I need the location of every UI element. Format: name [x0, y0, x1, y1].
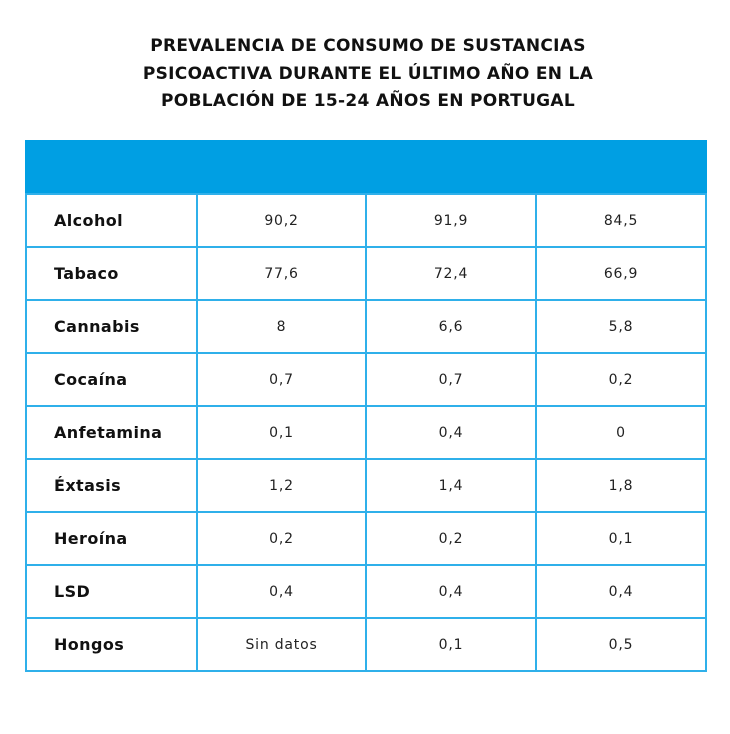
value-cell: 84,5 [535, 193, 707, 248]
row-label: LSD [25, 564, 198, 619]
table-row: Alcohol 90,2 91,9 84,5 [25, 193, 707, 248]
title-line: PREVALENCIA DE CONSUMO DE SUSTANCIAS [150, 36, 586, 56]
row-label: Anfetamina [25, 405, 198, 460]
table-row: Heroína 0,2 0,2 0,1 [25, 511, 707, 566]
value-cell: 1,2 [196, 458, 367, 513]
value-cell: 72,4 [365, 246, 537, 301]
value-cell: 0,5 [535, 617, 707, 672]
header-cell [196, 140, 367, 195]
value-cell: 5,8 [535, 299, 707, 354]
value-cell: 0,7 [365, 352, 537, 407]
row-label: Hongos [25, 617, 198, 672]
value-cell: 0 [535, 405, 707, 460]
value-cell: 0,2 [196, 511, 367, 566]
chart-title: PREVALENCIA DE CONSUMO DE SUSTANCIAS PSI… [0, 33, 730, 116]
table-row: Tabaco 77,6 72,4 66,9 [25, 246, 707, 301]
header-cell [365, 140, 537, 195]
row-label: Cocaína [25, 352, 198, 407]
table-row: Cannabis 8 6,6 5,8 [25, 299, 707, 354]
title-line: PSICOACTIVA DURANTE EL ÚLTIMO AÑO EN LA [142, 63, 594, 84]
value-cell: 0,4 [365, 405, 537, 460]
value-cell: 0,4 [535, 564, 707, 619]
row-label: Heroína [25, 511, 198, 566]
table-header-row [25, 140, 707, 195]
row-label: Tabaco [25, 246, 198, 301]
value-cell: 0,2 [535, 352, 707, 407]
value-cell: 0,1 [196, 405, 367, 460]
value-cell: 0,4 [196, 564, 367, 619]
table-row: Cocaína 0,7 0,7 0,2 [25, 352, 707, 407]
value-cell: 66,9 [535, 246, 707, 301]
value-cell: 0,4 [365, 564, 537, 619]
value-cell: 6,6 [365, 299, 537, 354]
value-cell: 90,2 [196, 193, 367, 248]
table-row: Éxtasis 1,2 1,4 1,8 [25, 458, 707, 513]
value-cell: 8 [196, 299, 367, 354]
row-label: Cannabis [25, 299, 198, 354]
header-cell [535, 140, 707, 195]
value-cell: 0,1 [535, 511, 707, 566]
value-cell: Sin datos [196, 617, 367, 672]
value-cell: 0,7 [196, 352, 367, 407]
table-row: LSD 0,4 0,4 0,4 [25, 564, 707, 619]
value-cell: 0,1 [365, 617, 537, 672]
table-row: Anfetamina 0,1 0,4 0 [25, 405, 707, 460]
table-row: Hongos Sin datos 0,1 0,5 [25, 617, 707, 672]
value-cell: 1,8 [535, 458, 707, 513]
title-line: POBLACIÓN DE 15-24 AÑOS EN PORTUGAL [160, 91, 576, 111]
row-label: Alcohol [25, 193, 198, 248]
value-cell: 0,2 [365, 511, 537, 566]
value-cell: 91,9 [365, 193, 537, 248]
prevalence-table: Alcohol 90,2 91,9 84,5 Tabaco 77,6 72,4 66,9 Can… [25, 140, 707, 672]
value-cell: 1,4 [365, 458, 537, 513]
row-label: Éxtasis [25, 458, 198, 513]
header-cell [25, 140, 198, 195]
value-cell: 77,6 [196, 246, 367, 301]
